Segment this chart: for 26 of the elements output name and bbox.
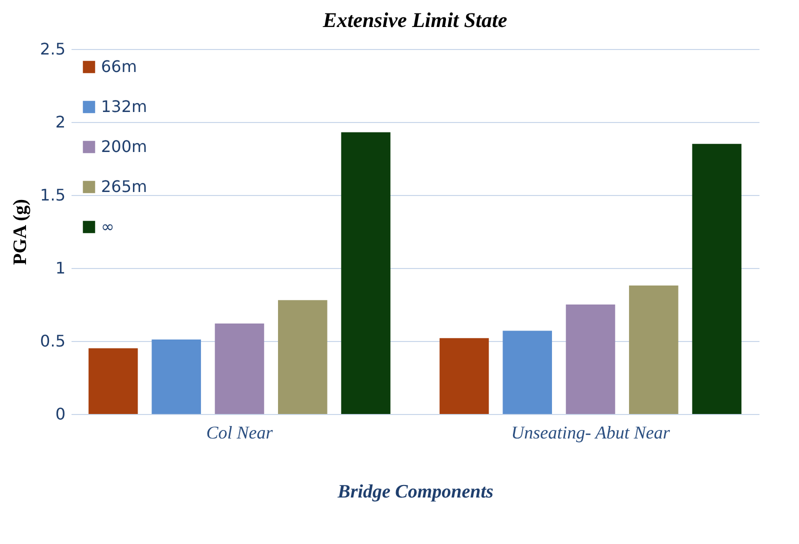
legend-label: ∞ <box>101 217 114 236</box>
bar <box>440 338 489 414</box>
bar <box>341 132 390 414</box>
bar <box>152 340 201 414</box>
bar <box>502 330 552 414</box>
legend-label: 265m <box>101 177 148 196</box>
legend-label: 200m <box>101 137 148 156</box>
y-tick-label: 1.5 <box>40 186 66 204</box>
bar <box>88 348 138 414</box>
y-tick-label: 2.5 <box>40 40 66 58</box>
x-tick-label: Col Near <box>206 422 274 442</box>
y-tick-label: 0 <box>55 404 66 424</box>
bar <box>278 300 328 414</box>
y-tick-label: 1 <box>55 258 66 278</box>
chart-title: Extensive Limit State <box>322 8 508 32</box>
x-tick-label: Unseating- Abut Near <box>511 422 671 442</box>
bar <box>629 286 678 414</box>
legend-label: 132m <box>101 97 148 116</box>
bar <box>692 144 742 414</box>
y-tick-label: 0.5 <box>40 332 66 350</box>
legend-label: 66m <box>101 57 137 76</box>
bar <box>566 304 616 414</box>
y-axis-title: PGA (g) <box>10 199 32 265</box>
bar <box>214 323 264 414</box>
y-tick-label: 2 <box>55 112 66 132</box>
x-axis-title: Bridge Components <box>336 482 494 502</box>
